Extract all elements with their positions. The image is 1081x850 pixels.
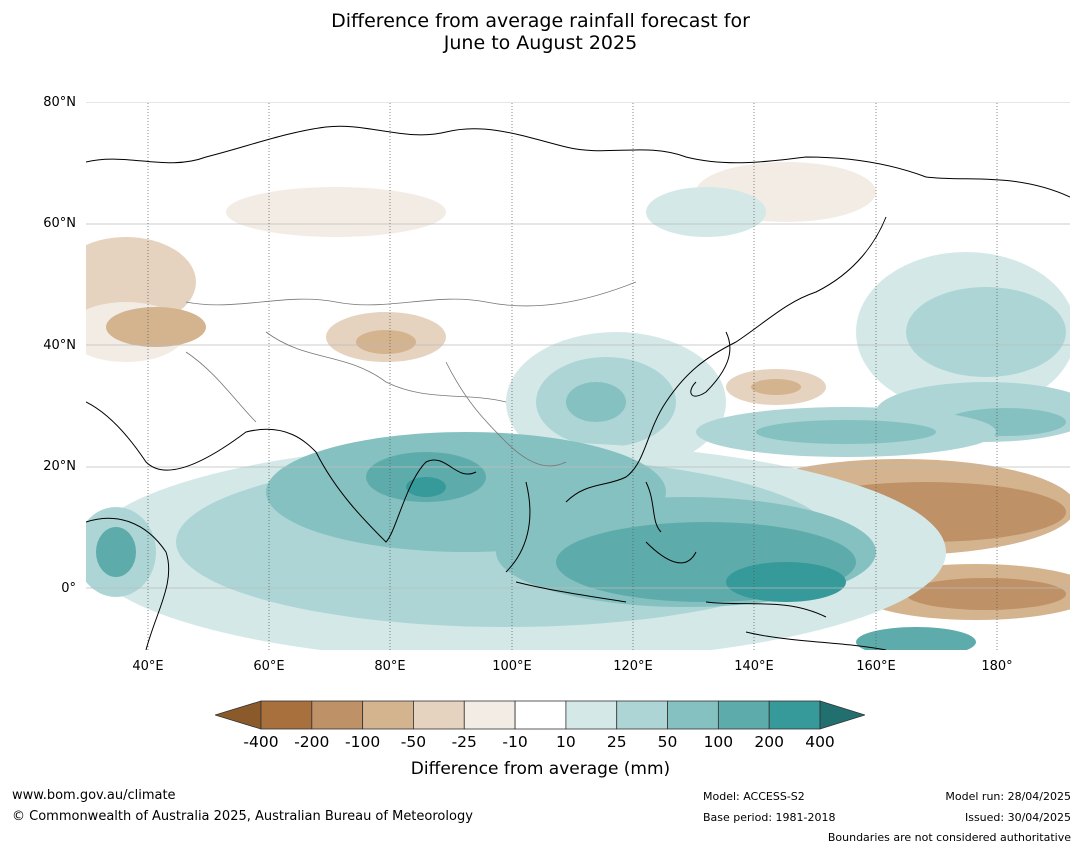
lat-label-equator: 0° bbox=[61, 581, 76, 596]
colorbar-low-extend bbox=[215, 700, 262, 730]
colorbar-tick-label: 50 bbox=[657, 733, 678, 751]
lon-label-100e: 100°E bbox=[492, 659, 532, 674]
meridians bbox=[147, 102, 998, 650]
colorbar-tick-label: -50 bbox=[400, 733, 427, 751]
title-line-2: June to August 2025 bbox=[443, 32, 638, 54]
gridlines bbox=[86, 102, 1070, 589]
colorbar-box bbox=[768, 700, 821, 730]
colorbar-tick-label: 200 bbox=[754, 733, 784, 751]
anomaly-shading bbox=[86, 162, 1070, 650]
colorbar-title: Difference from average (mm) bbox=[410, 759, 671, 779]
colorbar-high-extend bbox=[819, 700, 865, 730]
lon-label-60e: 60°E bbox=[253, 659, 285, 674]
colorbar-boxes bbox=[260, 700, 821, 730]
colorbar-tick-label: -100 bbox=[345, 733, 381, 751]
colorbar-tick-label: -10 bbox=[502, 733, 528, 751]
colorbar-box bbox=[616, 700, 668, 730]
colorbar-tick-label: 25 bbox=[606, 733, 627, 751]
issued-date: Issued: 30/04/2025 bbox=[964, 811, 1071, 824]
colorbar-box bbox=[413, 700, 465, 730]
boundary-disclaimer: Boundaries are not considered authoritat… bbox=[827, 831, 1071, 844]
copyright-text: © Commonwealth of Australia 2025, Austra… bbox=[12, 809, 473, 824]
colorbar-tick-label: 10 bbox=[556, 733, 576, 751]
lon-label-160e: 160°E bbox=[856, 659, 896, 674]
lon-label-40e: 40°E bbox=[132, 659, 164, 674]
map-svg bbox=[86, 102, 1070, 650]
colorbar-box bbox=[717, 700, 770, 730]
model-name: Model: ACCESS-S2 bbox=[703, 790, 805, 803]
lat-label-40n: 40°N bbox=[43, 338, 76, 353]
colorbar-tick-label: 100 bbox=[703, 733, 734, 751]
colorbar-box bbox=[565, 700, 618, 730]
lat-label-60n: 60°N bbox=[43, 216, 76, 231]
colorbar-box bbox=[362, 700, 414, 730]
lon-label-120e: 120°E bbox=[613, 659, 653, 674]
wet-anomaly-regions bbox=[86, 187, 1070, 650]
colorbar-tick-label: -25 bbox=[451, 733, 477, 751]
country-boundaries bbox=[185, 281, 637, 467]
colorbar-tick-label: 400 bbox=[805, 733, 835, 751]
lat-label-20n: 20°N bbox=[43, 459, 76, 474]
website-link[interactable]: www.bom.gov.au/climate bbox=[12, 788, 176, 803]
colorbar-box bbox=[260, 700, 313, 730]
lon-label-140e: 140°E bbox=[734, 659, 774, 674]
colorbar-tick-label: -200 bbox=[294, 733, 330, 751]
lon-label-80e: 80°E bbox=[374, 659, 406, 674]
colorbar-box bbox=[514, 700, 567, 730]
colorbar-box bbox=[667, 700, 719, 730]
model-run-date: Model run: 28/04/2025 bbox=[945, 790, 1071, 803]
lat-label-80n: 80°N bbox=[43, 95, 76, 110]
map-title: Difference from average rainfall forecas… bbox=[0, 10, 1081, 54]
colorbar-box bbox=[311, 700, 364, 730]
rainfall-map bbox=[86, 102, 1070, 650]
lon-label-180: 180° bbox=[981, 659, 1013, 674]
colorbar-tick-label: -400 bbox=[243, 733, 279, 751]
title-line-1: Difference from average rainfall forecas… bbox=[331, 10, 750, 32]
colorbar-box bbox=[463, 700, 516, 730]
colorbar bbox=[215, 700, 865, 730]
base-period: Base period: 1981-2018 bbox=[703, 811, 836, 824]
coastlines bbox=[86, 125, 1070, 650]
